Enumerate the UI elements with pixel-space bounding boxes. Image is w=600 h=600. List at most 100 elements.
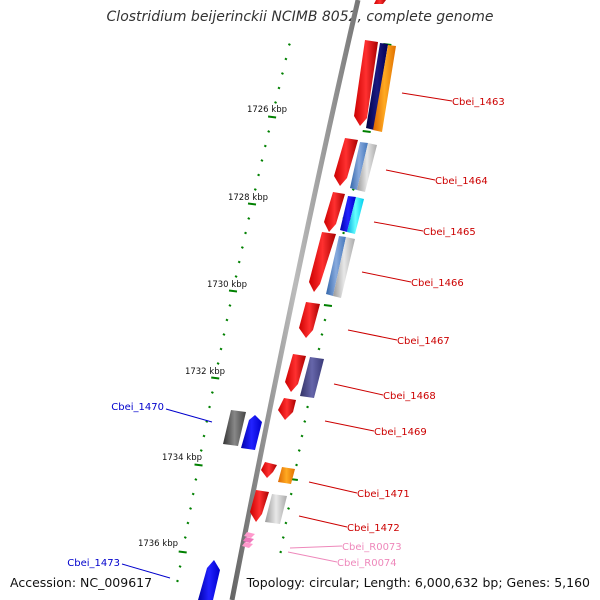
gene-arrow[interactable] xyxy=(261,462,277,478)
gene-arrow[interactable] xyxy=(300,357,324,398)
gene-arrow[interactable] xyxy=(198,560,220,600)
track-tick xyxy=(351,188,355,191)
track-tick xyxy=(247,202,257,206)
gene-arrow[interactable] xyxy=(278,398,296,420)
track-tick xyxy=(284,57,288,61)
gene-label[interactable]: Cbei_1470 xyxy=(111,402,164,413)
gene-arrow[interactable] xyxy=(223,410,246,446)
gene-arrow[interactable] xyxy=(347,197,364,234)
track-tick xyxy=(263,144,267,148)
track-tick xyxy=(257,173,261,177)
track-tick xyxy=(194,478,198,481)
gene-arrow[interactable] xyxy=(373,45,396,132)
track-tick xyxy=(281,536,285,539)
rna-arrow[interactable] xyxy=(242,542,253,548)
track-tick xyxy=(219,347,223,351)
track-tick xyxy=(277,86,281,90)
gene-label[interactable]: Cbei_1467 xyxy=(397,336,450,347)
gene-arrow[interactable] xyxy=(285,354,306,392)
track-tick xyxy=(210,391,214,394)
gene-label[interactable]: Cbei_1472 xyxy=(347,523,400,534)
rna-arrow[interactable] xyxy=(243,537,254,543)
track-tick xyxy=(297,449,301,452)
track-tick xyxy=(228,289,238,293)
gene-arrow[interactable] xyxy=(340,196,356,232)
track-tick xyxy=(303,420,307,423)
track-tick xyxy=(211,376,220,380)
track-tick xyxy=(253,188,257,191)
track-tick xyxy=(186,521,190,525)
track-tick xyxy=(362,130,371,133)
gene-arrow[interactable] xyxy=(309,232,336,292)
track-tick xyxy=(274,101,277,104)
gene-arrow[interactable] xyxy=(250,490,269,522)
gene-arrow[interactable] xyxy=(299,302,320,338)
track-tick xyxy=(178,550,187,554)
leader-lines xyxy=(121,92,453,579)
gene-arrow[interactable] xyxy=(265,494,287,524)
track-tick xyxy=(222,333,226,336)
track-tick xyxy=(295,463,298,467)
kbp-label: 1736 kbp xyxy=(138,539,178,549)
gene-label[interactable]: Cbei_1463 xyxy=(452,97,505,108)
track-tick xyxy=(240,246,244,249)
track-tick xyxy=(216,362,220,365)
rna-label[interactable]: Cbei_R0073 xyxy=(342,542,402,553)
track-tick xyxy=(191,492,195,496)
gene-arrow[interactable] xyxy=(241,415,262,450)
track-tick xyxy=(205,420,209,423)
map-title: Clostridium beijerinckii NCIMB 8052, com… xyxy=(106,9,494,25)
track-tick xyxy=(289,492,293,496)
track-tick xyxy=(225,318,229,322)
track-tick xyxy=(208,405,211,409)
gene-arrow[interactable] xyxy=(333,237,355,298)
gene-arrow[interactable] xyxy=(366,43,388,130)
track-tick xyxy=(228,304,232,307)
track-tick xyxy=(244,231,247,235)
track-tick xyxy=(287,507,290,510)
kbp-label: 1732 kbp xyxy=(185,367,225,377)
kbp-label: 1730 kbp xyxy=(207,280,247,290)
rna-arrow[interactable] xyxy=(244,532,255,538)
gene-label[interactable]: Cbei_1466 xyxy=(411,278,464,289)
track-tick xyxy=(300,434,304,438)
gene-arrow[interactable] xyxy=(350,142,368,190)
track-tick xyxy=(178,565,182,568)
gene-label[interactable]: Cbei_1469 xyxy=(374,427,427,438)
track-tick xyxy=(306,405,309,409)
track-tick xyxy=(237,260,241,264)
track-tick xyxy=(284,521,288,525)
gene-features xyxy=(198,0,396,600)
track-tick xyxy=(202,434,206,438)
gene-label[interactable]: Cbei_1465 xyxy=(423,227,476,238)
kbp-ticks xyxy=(176,43,392,583)
gene-label[interactable]: Cbei_1473 xyxy=(67,558,120,569)
gene-arrow[interactable] xyxy=(354,40,378,126)
track-tick xyxy=(247,217,251,220)
track-tick xyxy=(194,463,203,467)
track-tick xyxy=(267,130,271,133)
gene-arrow[interactable] xyxy=(278,467,295,484)
track-tick xyxy=(317,347,321,351)
track-tick xyxy=(280,72,284,75)
gene-label[interactable]: Cbei_1471 xyxy=(357,489,410,500)
gene-arrow[interactable] xyxy=(326,236,346,296)
track-tick xyxy=(320,333,324,336)
gene-arrow[interactable] xyxy=(324,192,345,232)
gene-label[interactable]: Cbei_1464 xyxy=(435,176,488,187)
track-tick xyxy=(189,507,192,510)
rna-label[interactable]: Cbei_R0074 xyxy=(337,558,397,569)
gene-labels: Cbei_1463 Cbei_1464 Cbei_1465 Cbei_1466 … xyxy=(67,97,504,569)
gene-arrow[interactable] xyxy=(334,138,358,186)
track-tick xyxy=(199,449,203,452)
gene-label[interactable]: Cbei_1468 xyxy=(383,391,436,402)
track-tick xyxy=(183,536,187,539)
gene-arrow[interactable] xyxy=(357,143,377,192)
gene-arrow[interactable] xyxy=(374,0,386,4)
kbp-label: 1734 kbp xyxy=(162,453,202,463)
genome-backbone xyxy=(229,0,361,600)
track-tick xyxy=(342,231,345,235)
track-tick xyxy=(267,115,277,119)
track-tick xyxy=(323,304,333,307)
